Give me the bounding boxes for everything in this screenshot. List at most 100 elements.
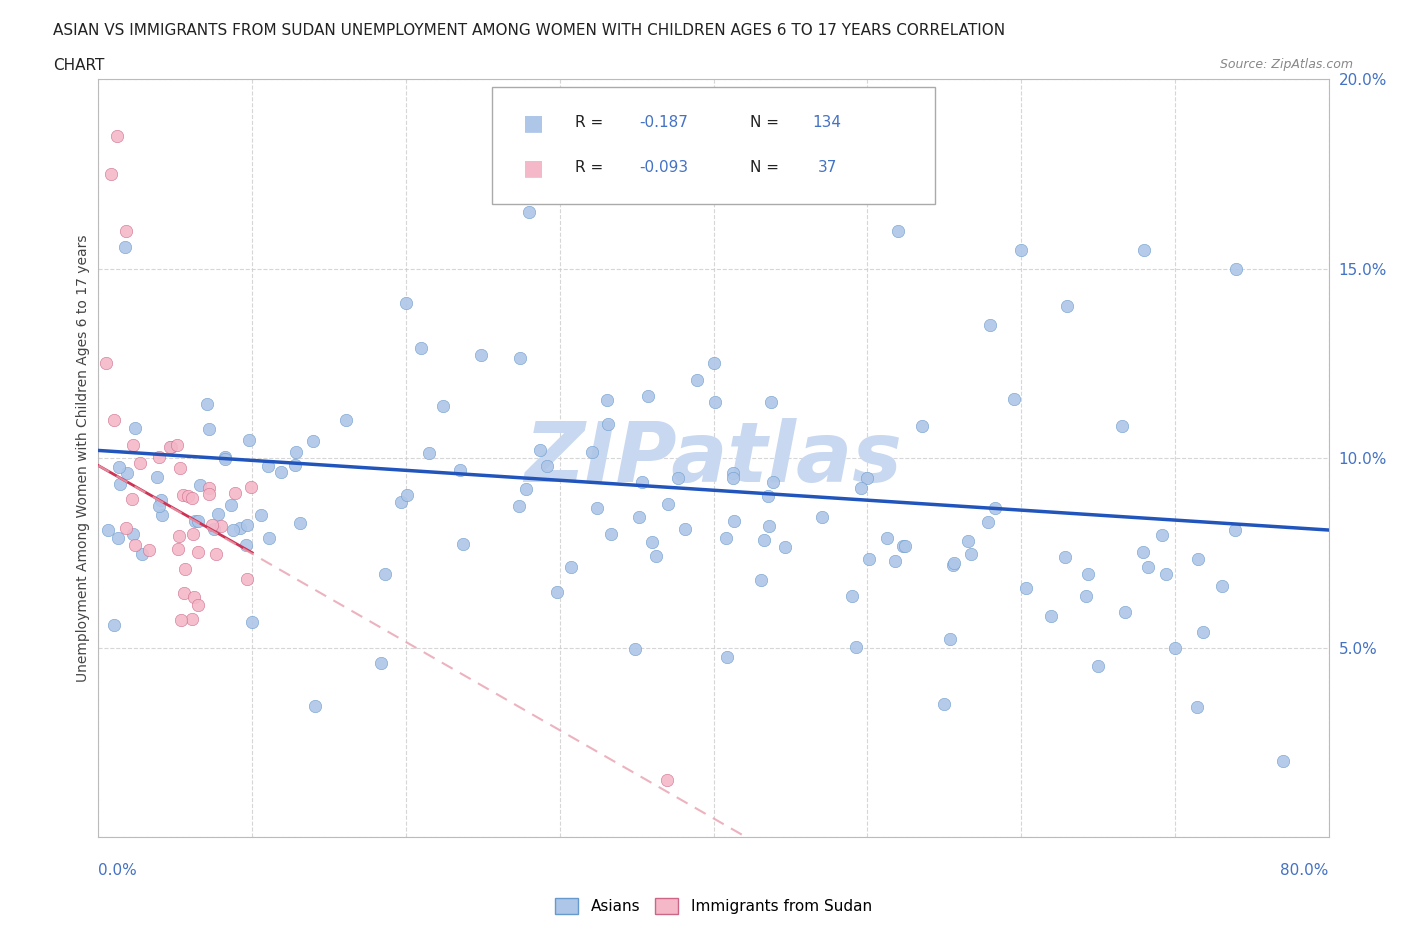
Point: [956, 534, 979, 549]
Point: [103, 413, 125, 428]
Point: [596, 392, 619, 407]
Point: [894, 538, 917, 553]
Point: [188, 478, 211, 493]
Point: [529, 443, 551, 458]
Point: [596, 417, 619, 432]
Point: [762, 475, 785, 490]
Text: 134: 134: [813, 115, 841, 130]
Text: 80.0%: 80.0%: [1281, 863, 1329, 878]
Legend: Asians, Immigrants from Sudan: Asians, Immigrants from Sudan: [550, 892, 877, 921]
Point: [1271, 753, 1294, 768]
Text: Source: ZipAtlas.com: Source: ZipAtlas.com: [1219, 58, 1353, 71]
Point: [198, 421, 221, 436]
Point: [94, 356, 117, 371]
Point: [1132, 544, 1154, 559]
Point: [409, 340, 432, 355]
Point: [172, 487, 194, 502]
Point: [1002, 392, 1025, 406]
Point: [257, 531, 280, 546]
Point: [451, 537, 474, 551]
Point: [758, 519, 780, 534]
Point: [219, 498, 242, 512]
Point: [285, 445, 308, 459]
Text: N =: N =: [751, 115, 779, 130]
Point: [187, 513, 209, 528]
Point: [756, 488, 779, 503]
Point: [114, 239, 136, 254]
Text: ■: ■: [523, 113, 544, 133]
Point: [198, 486, 221, 501]
Point: [174, 562, 197, 577]
Point: [115, 520, 138, 535]
Point: [976, 514, 998, 529]
Point: [108, 476, 131, 491]
Point: [637, 389, 659, 404]
Point: [256, 458, 278, 473]
Point: [121, 437, 143, 452]
Point: [942, 556, 965, 571]
Point: [389, 495, 412, 510]
Point: [107, 459, 129, 474]
Point: [666, 471, 689, 485]
Point: [97, 522, 120, 537]
Point: [887, 223, 910, 238]
Point: [1150, 527, 1173, 542]
Point: [811, 509, 834, 524]
Point: [984, 500, 1007, 515]
Point: [170, 612, 193, 627]
Point: [1111, 418, 1133, 433]
Point: [201, 517, 224, 532]
Point: [129, 455, 152, 470]
Point: [657, 773, 679, 788]
Y-axis label: Unemployment Among Women with Children Ages 6 to 17 years: Unemployment Among Women with Children A…: [76, 234, 90, 682]
Point: [1192, 624, 1215, 639]
Point: [1164, 640, 1187, 655]
Point: [432, 399, 454, 414]
Point: [515, 482, 537, 497]
Point: [150, 492, 173, 507]
Point: [304, 698, 326, 713]
Point: [1039, 608, 1062, 623]
Point: [723, 513, 745, 528]
Point: [242, 615, 264, 630]
Point: [959, 547, 981, 562]
Point: [138, 542, 160, 557]
Point: [229, 521, 252, 536]
Point: [600, 526, 623, 541]
Point: [1087, 659, 1109, 674]
Point: [105, 128, 128, 143]
Point: [703, 356, 725, 371]
Point: [181, 612, 204, 627]
Point: [752, 532, 775, 547]
Point: [891, 538, 914, 553]
Point: [124, 538, 146, 552]
Point: [100, 166, 122, 181]
Point: [979, 318, 1001, 333]
Point: [370, 656, 392, 671]
Point: [1154, 566, 1177, 581]
Point: [395, 296, 418, 311]
Point: [181, 526, 204, 541]
Point: [235, 538, 257, 552]
Point: [288, 516, 311, 531]
Point: [209, 518, 232, 533]
Point: [214, 449, 236, 464]
Point: [841, 589, 863, 604]
Point: [517, 205, 540, 219]
Point: [1225, 523, 1247, 538]
Point: [198, 481, 221, 496]
Point: [939, 631, 962, 646]
Point: [177, 488, 200, 503]
Point: [876, 531, 898, 546]
Point: [159, 440, 181, 455]
Point: [1133, 242, 1156, 257]
Point: [1211, 579, 1233, 594]
Point: [942, 558, 965, 573]
Point: [124, 420, 146, 435]
Point: [714, 530, 737, 545]
Point: [845, 639, 868, 654]
Point: [586, 500, 609, 515]
Point: [1056, 299, 1078, 314]
Point: [214, 451, 236, 466]
Point: [855, 471, 877, 485]
